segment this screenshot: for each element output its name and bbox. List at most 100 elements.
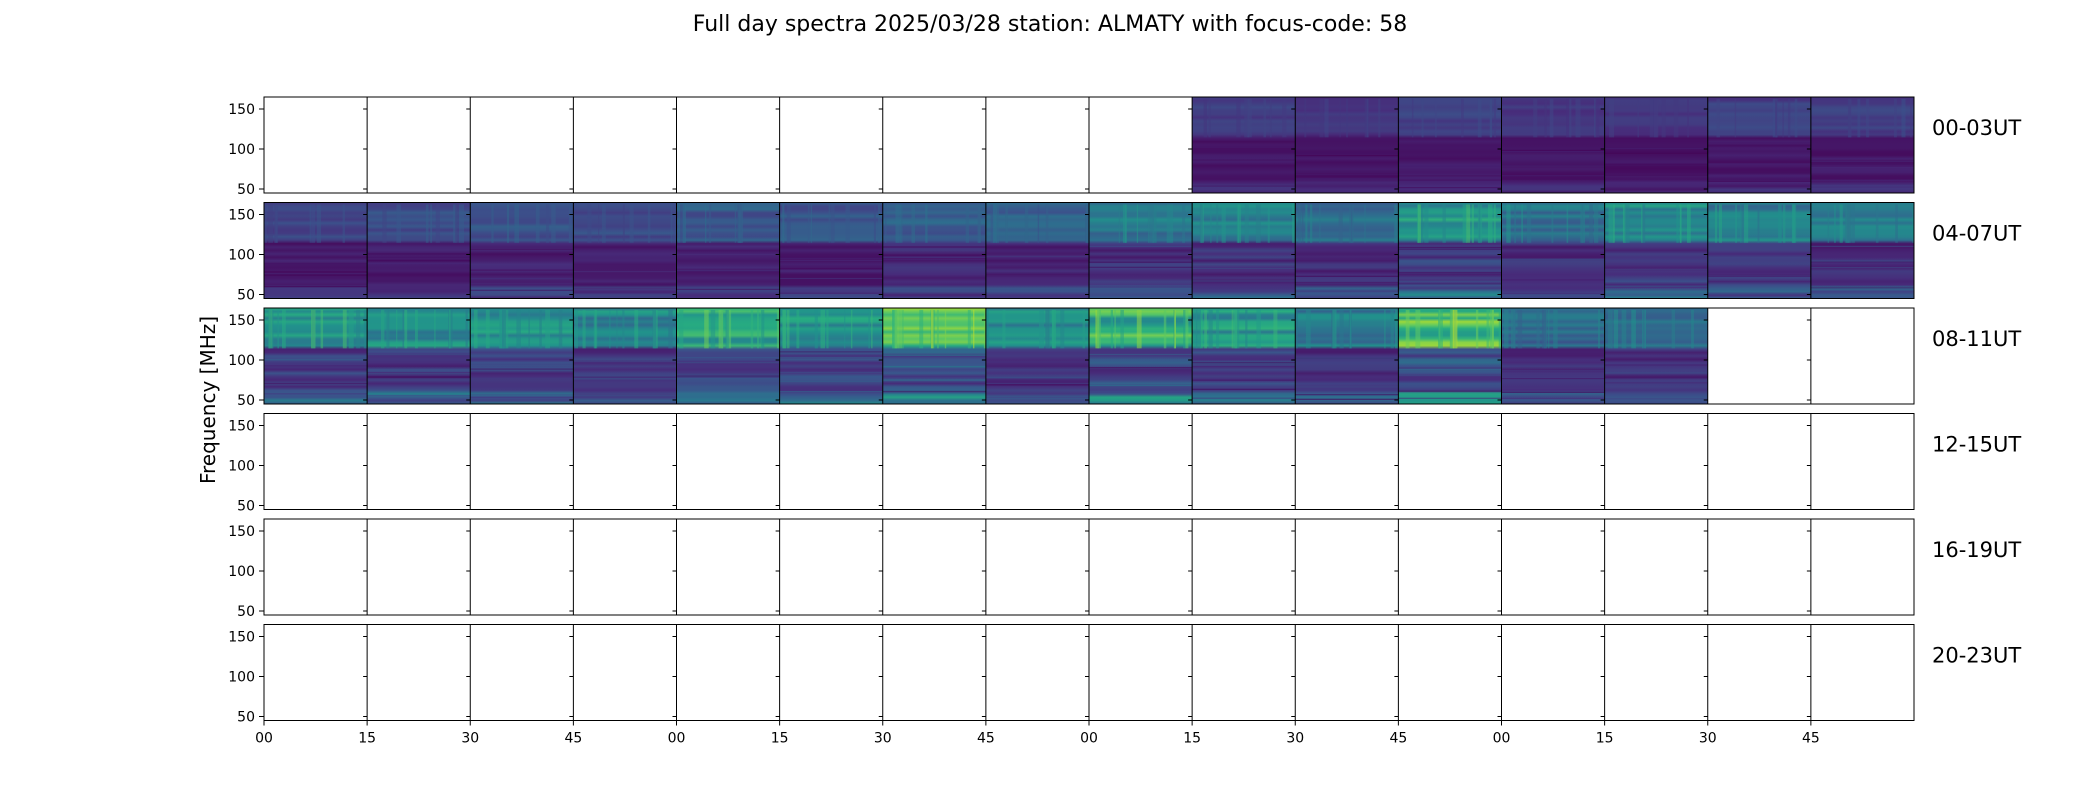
spectrum-streak (705, 204, 706, 242)
spectrum-line (1605, 280, 1708, 281)
spectrum-line (1811, 164, 1914, 165)
spectrum-streak (1150, 204, 1154, 242)
spectrum-streak (874, 204, 876, 242)
spectrum-streak (757, 310, 759, 348)
spectrum-streak (1614, 310, 1618, 348)
spectrum-streak (1296, 310, 1298, 348)
spectrum-streak (1576, 99, 1581, 137)
spectrum-streak (751, 310, 754, 348)
spectrum-line (883, 259, 986, 260)
spectrum-streak (1002, 310, 1005, 348)
empty-cell (1295, 519, 1398, 615)
x-tick-label: 00 (1080, 731, 1098, 747)
spectrum-streak (761, 310, 764, 348)
spectrum-streak (1245, 204, 1249, 242)
empty-cell (883, 97, 986, 193)
spectrum-line (1605, 372, 1708, 373)
empty-cell (883, 625, 986, 721)
empty-cell (677, 519, 780, 615)
row-label: 08-11UT (1932, 327, 2021, 351)
spectrum-streak (1553, 310, 1558, 348)
spectrum-streak (1443, 204, 1446, 242)
empty-cell (1605, 414, 1708, 510)
spectrum-line (1605, 175, 1708, 176)
empty-cell (573, 414, 676, 510)
row-20-23UT: 50 100 150 20-23UT (228, 625, 2021, 726)
spectrum-streak (310, 204, 311, 242)
empty-cell (1295, 625, 1398, 721)
spectrum-line (573, 284, 676, 285)
spectrum-line (470, 283, 573, 284)
spectrum-streak (1589, 204, 1593, 242)
spectrum-line (1502, 293, 1605, 294)
x-tick-label: 00 (255, 731, 273, 747)
spectrum-line (573, 395, 676, 396)
spectrum-streak (356, 310, 360, 348)
spectrum-streak (1418, 204, 1421, 242)
spectrum-streak (1097, 310, 1101, 348)
spectrum-line (1502, 378, 1605, 379)
spectrum-streak (919, 310, 923, 348)
spectrum-streak (415, 310, 418, 348)
spectrum-streak (528, 310, 530, 348)
spectrum-line (470, 364, 573, 365)
spectrum-streak (623, 204, 625, 242)
spectrum-streak (808, 204, 810, 242)
spectrum-line (1398, 391, 1501, 392)
spectrum-line (677, 247, 780, 248)
spectrum-line (367, 260, 470, 261)
spectrum-line (677, 254, 780, 255)
spectrum-line (1708, 163, 1811, 164)
spectrum-streak (851, 310, 853, 348)
spectrum-line (470, 270, 573, 271)
empty-cell (470, 97, 573, 193)
spectrum-streak (1435, 99, 1437, 137)
spectrum-streak (1642, 310, 1643, 348)
spectrum-streak (1533, 99, 1537, 137)
spectrum-line (367, 395, 470, 396)
spectrum-streak (1045, 310, 1049, 348)
spectrum-streak (1479, 204, 1481, 242)
empty-cell (677, 414, 780, 510)
spectrum-line (1502, 175, 1605, 176)
spectrum-streak (931, 310, 934, 348)
y-tick-label: 50 (237, 710, 255, 726)
spectrum-streak (317, 204, 321, 242)
spectrum-streak (1367, 99, 1368, 137)
spectrum-streak (1792, 204, 1796, 242)
spectrum-streak (1487, 310, 1489, 348)
spectrum-streak (1691, 310, 1694, 348)
empty-cell (883, 519, 986, 615)
spectrum-line (1811, 267, 1914, 268)
spectrum-line (1089, 262, 1192, 263)
spectrum-line (1502, 398, 1605, 399)
empty-cell (1811, 414, 1914, 510)
spectrum-streak (455, 204, 459, 242)
spectrum-streak (587, 204, 591, 242)
spectrum-streak (1365, 204, 1366, 242)
empty-cell (1398, 414, 1501, 510)
spectrum-streak (885, 204, 887, 242)
spectrum-streak (937, 310, 939, 348)
spectrum-streak (1680, 204, 1682, 242)
spectrum-line (1089, 393, 1192, 394)
empty-cell (573, 97, 676, 193)
spectrum-line (1295, 152, 1398, 153)
spectrum-streak (1504, 310, 1508, 348)
spectrum-line (1192, 147, 1295, 148)
spectrum-line (1398, 272, 1501, 273)
spectrum-streak (1717, 99, 1720, 137)
spectrum-line (1708, 145, 1811, 146)
spectrum-line (1811, 161, 1914, 162)
spectrum-line (1295, 394, 1398, 395)
y-tick-label: 50 (237, 182, 255, 198)
spectrum-line (470, 369, 573, 370)
spectrum-streak (1083, 310, 1086, 348)
spectrum-streak (1662, 99, 1666, 137)
spectrum-line (1295, 386, 1398, 387)
spectrum-line (1811, 261, 1914, 262)
row-12-15UT: 50 100 150 12-15UT (228, 414, 2021, 515)
spectrum-streak (1038, 204, 1039, 242)
spectrum-streak (925, 204, 927, 242)
spectrum-streak (1744, 204, 1748, 242)
